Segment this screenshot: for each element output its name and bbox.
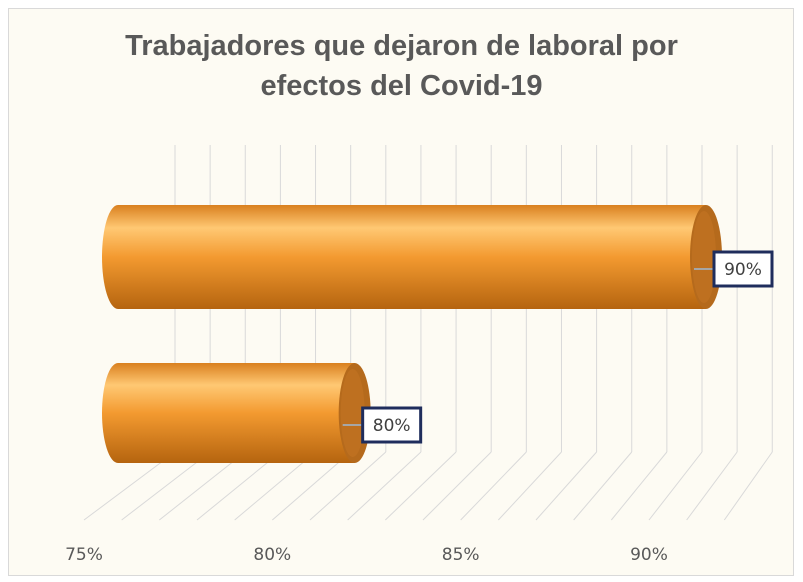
gridline-floor: [648, 451, 703, 521]
data-label: 90%: [724, 260, 762, 280]
chart-title-line-2: efectos del Covid-19: [260, 70, 543, 102]
gridline-floor: [272, 451, 351, 521]
x-tick-label: 75%: [65, 545, 103, 565]
gridline-floor: [121, 451, 211, 521]
gridline-floor: [573, 451, 633, 521]
x-tick-label: 80%: [253, 545, 291, 565]
bar-body: [102, 363, 355, 463]
gridline-floor: [384, 451, 457, 521]
chart-title: Trabajadores que dejaron de laboral por …: [0, 26, 803, 106]
bar: 80%: [102, 363, 423, 463]
x-tick-label: 85%: [442, 545, 480, 565]
bar-body: [102, 205, 706, 309]
gridline-floor: [159, 451, 246, 521]
gridline-floor: [196, 451, 281, 521]
data-label-box: [712, 250, 774, 288]
gridlines: [83, 145, 773, 521]
gridline-floor: [460, 451, 527, 521]
bar: 90%: [102, 205, 774, 309]
gridline-floor: [309, 451, 387, 521]
bar-cap-shade: [340, 369, 365, 457]
gridline-floor: [723, 451, 773, 521]
gridline-floor: [610, 451, 668, 521]
gridline-floor: [422, 451, 492, 521]
gridline-floor: [83, 451, 176, 521]
bar-cap-shade: [692, 211, 716, 303]
gridline-floor: [347, 451, 422, 521]
data-label: 80%: [373, 416, 411, 436]
x-tick-label: 90%: [630, 545, 668, 565]
x-axis-tick-labels: 75% 80% 85% 90%: [65, 545, 668, 565]
gridline-floor: [497, 451, 562, 521]
chart-title-line-1: Trabajadores que dejaron de laboral por: [125, 30, 678, 62]
gridline-floor: [535, 451, 597, 521]
gridline-floor: [234, 451, 316, 521]
bars: 90% 80%: [102, 205, 774, 463]
gridline-floor: [686, 451, 738, 521]
data-label-box: [361, 406, 423, 444]
